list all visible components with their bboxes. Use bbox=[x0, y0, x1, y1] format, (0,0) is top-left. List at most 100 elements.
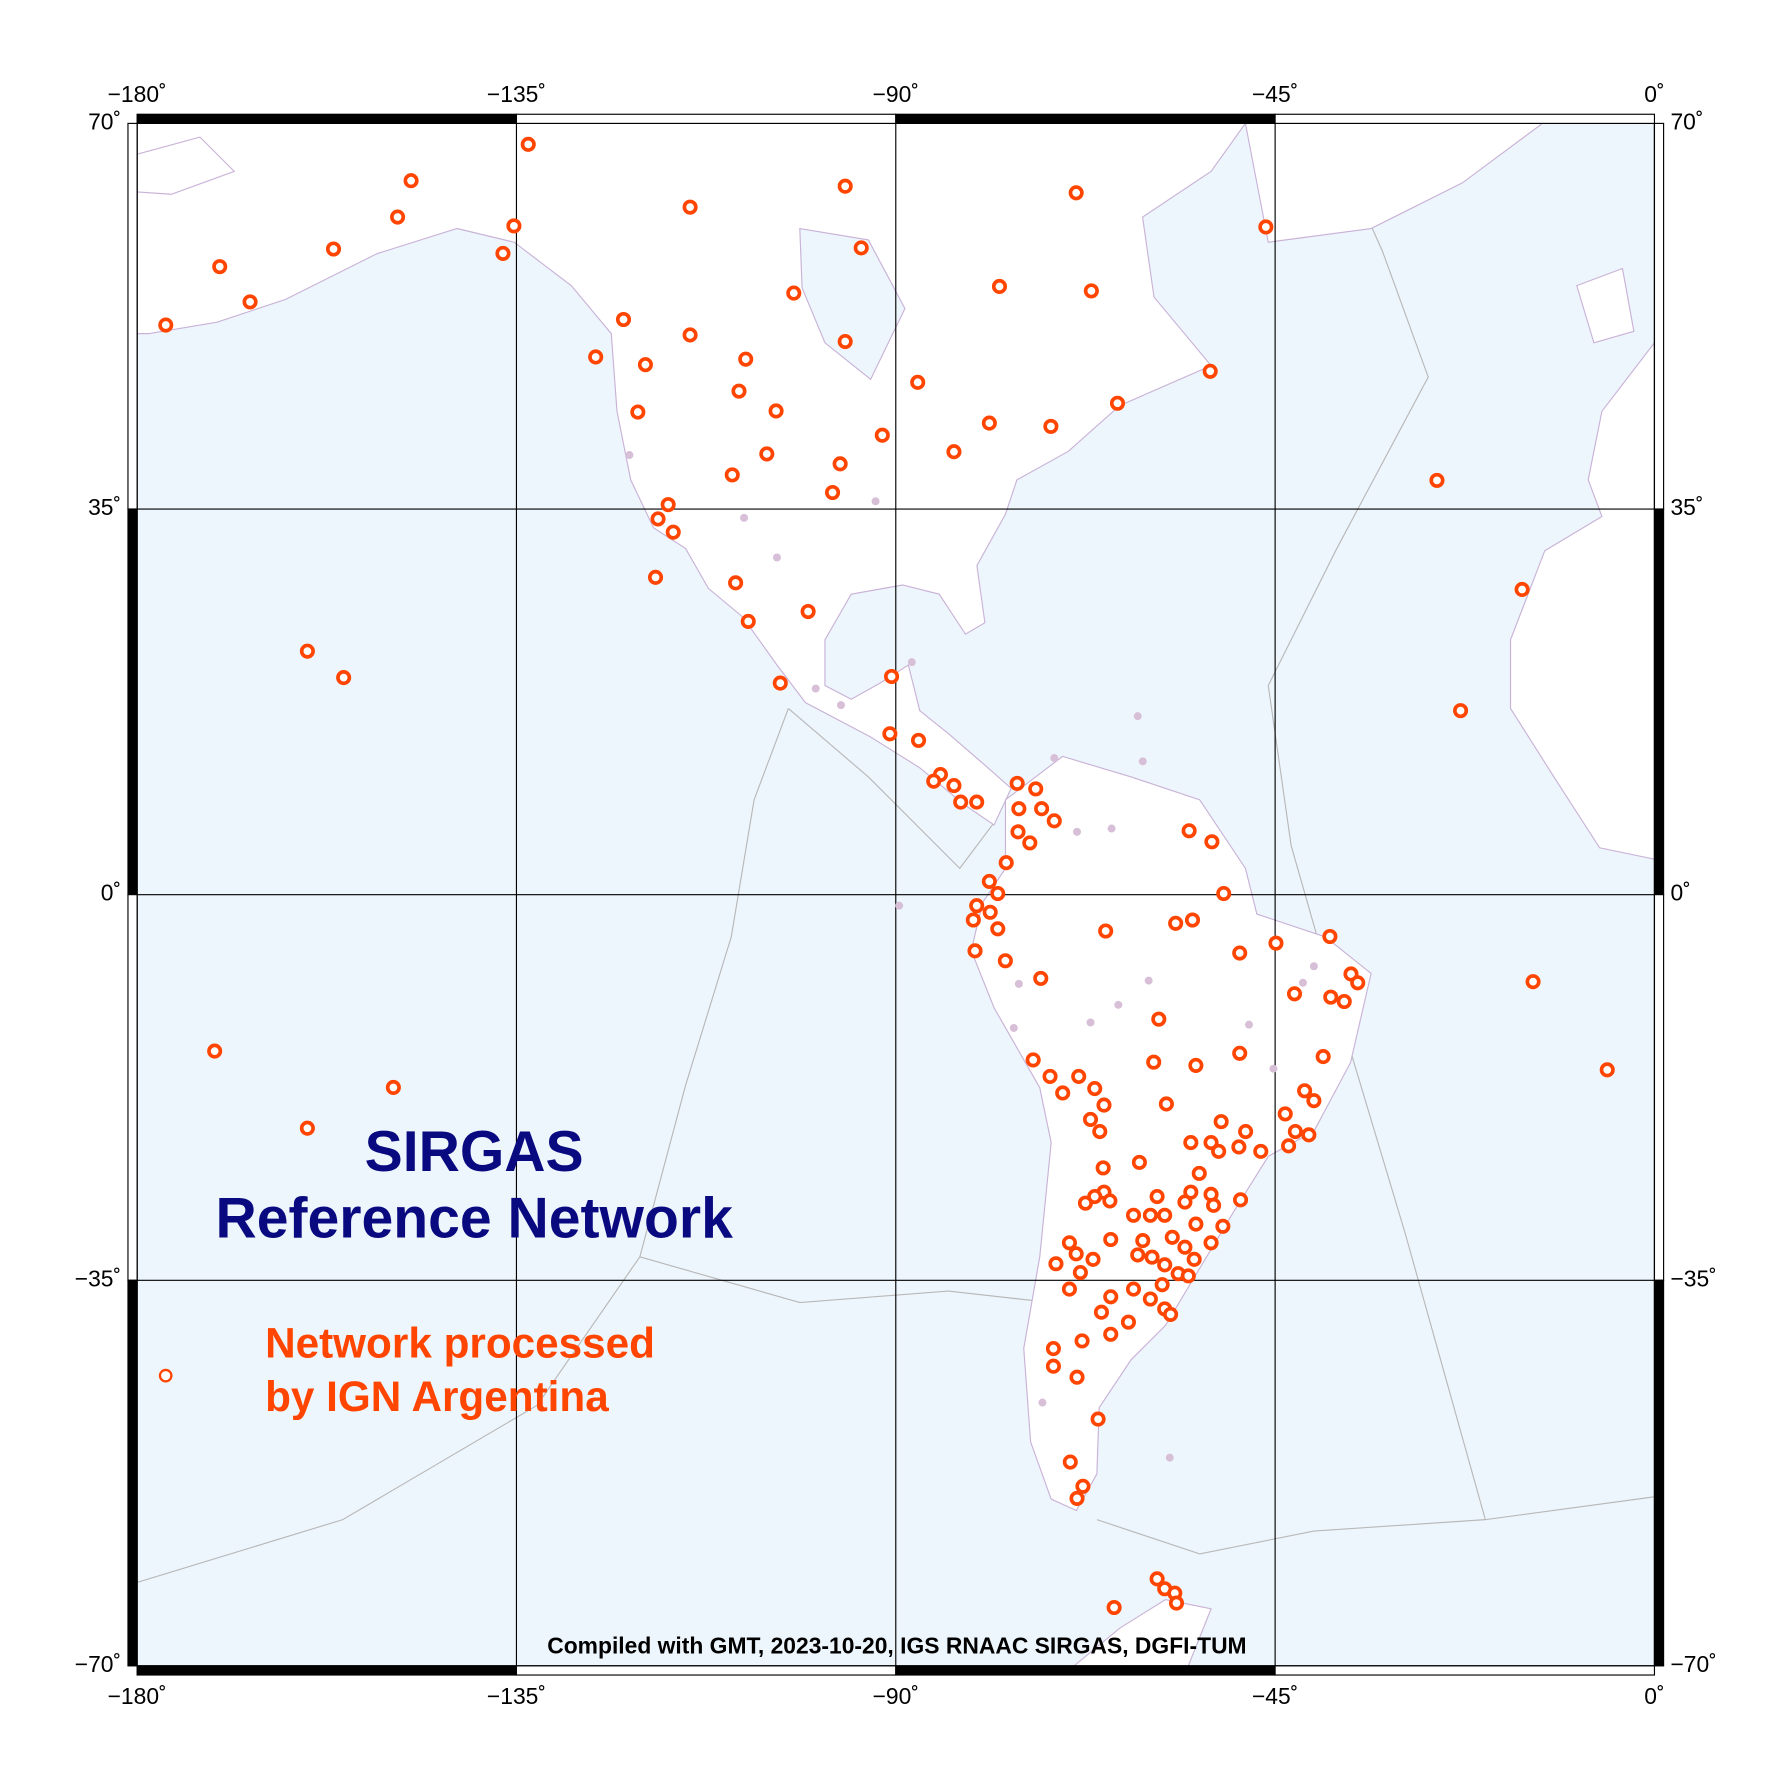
station bbox=[1144, 1249, 1160, 1265]
station bbox=[982, 904, 998, 920]
station bbox=[1087, 1188, 1103, 1205]
station bbox=[506, 218, 522, 234]
station bbox=[800, 603, 816, 620]
station bbox=[1142, 1291, 1158, 1307]
station bbox=[1068, 1246, 1084, 1262]
station bbox=[1069, 1369, 1085, 1385]
station bbox=[647, 569, 664, 585]
y-tick-label: 0˚ bbox=[101, 880, 121, 906]
station bbox=[832, 456, 848, 472]
station bbox=[1103, 1289, 1119, 1305]
station bbox=[1098, 923, 1114, 939]
other-station bbox=[895, 901, 904, 910]
other-station bbox=[1038, 1398, 1047, 1407]
station bbox=[1106, 1599, 1122, 1616]
frame-bar bbox=[515, 1665, 897, 1676]
station bbox=[1125, 1281, 1142, 1297]
station bbox=[1186, 1251, 1202, 1267]
station bbox=[1090, 1411, 1106, 1427]
station bbox=[1183, 1134, 1199, 1151]
station bbox=[738, 351, 754, 367]
y-tick-label: 35˚ bbox=[88, 494, 121, 520]
other-station bbox=[1309, 962, 1318, 971]
other-station bbox=[1133, 712, 1142, 721]
station bbox=[1149, 1188, 1165, 1205]
station bbox=[965, 912, 981, 928]
station bbox=[1216, 885, 1232, 902]
station bbox=[1233, 1192, 1249, 1208]
frame-bar bbox=[127, 122, 138, 510]
other-station bbox=[871, 497, 880, 506]
other-station bbox=[1244, 1020, 1253, 1029]
frame-bar bbox=[127, 894, 138, 1281]
other-station bbox=[811, 684, 820, 693]
station bbox=[1069, 1490, 1085, 1506]
frame-bar bbox=[127, 508, 138, 896]
y-tick-label: −70˚ bbox=[1670, 1651, 1716, 1677]
station bbox=[1158, 1096, 1174, 1112]
plate-boundary bbox=[137, 708, 789, 1584]
x-tick-label: −90˚ bbox=[873, 1683, 919, 1709]
station bbox=[990, 885, 1006, 902]
station bbox=[874, 427, 890, 443]
frame-bar bbox=[136, 113, 518, 124]
legend-label: Network processed bbox=[265, 1319, 655, 1366]
station bbox=[242, 294, 258, 310]
station bbox=[1042, 1068, 1058, 1084]
station bbox=[1074, 1333, 1090, 1349]
station bbox=[1157, 1207, 1173, 1223]
station bbox=[991, 278, 1008, 295]
station bbox=[1120, 1314, 1136, 1330]
chukotka bbox=[137, 136, 236, 195]
other-station bbox=[1073, 827, 1082, 836]
other-station bbox=[1009, 1023, 1018, 1032]
other-station bbox=[1165, 1453, 1174, 1462]
other-station bbox=[1144, 976, 1153, 985]
station bbox=[1061, 1235, 1077, 1251]
station bbox=[1306, 1093, 1322, 1109]
station bbox=[336, 670, 352, 686]
station bbox=[1180, 1268, 1196, 1284]
station bbox=[520, 136, 536, 152]
other-station bbox=[625, 451, 634, 460]
station bbox=[1048, 1256, 1064, 1272]
station bbox=[1061, 1281, 1077, 1297]
station bbox=[1103, 1231, 1119, 1248]
station bbox=[212, 259, 228, 275]
frame-bar bbox=[1653, 122, 1665, 510]
station bbox=[837, 178, 853, 194]
frame-bar bbox=[895, 113, 1276, 124]
station bbox=[1453, 703, 1469, 719]
station bbox=[1211, 1143, 1227, 1159]
station bbox=[1022, 835, 1038, 851]
station bbox=[853, 240, 869, 256]
station bbox=[884, 668, 900, 685]
frame-bar bbox=[136, 1665, 518, 1676]
other-station bbox=[1107, 824, 1116, 833]
station bbox=[911, 732, 927, 748]
station bbox=[682, 199, 698, 215]
station bbox=[1238, 1123, 1254, 1140]
station bbox=[1055, 1085, 1071, 1101]
station bbox=[946, 778, 962, 794]
frame-bar bbox=[1653, 1279, 1665, 1667]
station bbox=[1599, 1062, 1615, 1078]
station bbox=[665, 524, 681, 540]
station bbox=[969, 794, 985, 810]
x-tick-label: 0˚ bbox=[1644, 1683, 1664, 1709]
y-tick-label: 70˚ bbox=[1670, 108, 1703, 134]
x-tick-label: −180˚ bbox=[108, 81, 167, 107]
hudson-bay bbox=[799, 227, 906, 381]
x-tick-label: −45˚ bbox=[1252, 1683, 1298, 1709]
station bbox=[1323, 989, 1339, 1005]
station bbox=[1125, 1207, 1142, 1223]
station bbox=[1188, 1216, 1204, 1232]
station bbox=[772, 675, 788, 691]
station bbox=[740, 613, 756, 629]
station bbox=[1177, 1239, 1193, 1255]
station bbox=[1045, 1358, 1061, 1374]
station bbox=[1231, 1139, 1247, 1155]
station bbox=[1087, 1081, 1103, 1097]
station bbox=[325, 241, 342, 257]
